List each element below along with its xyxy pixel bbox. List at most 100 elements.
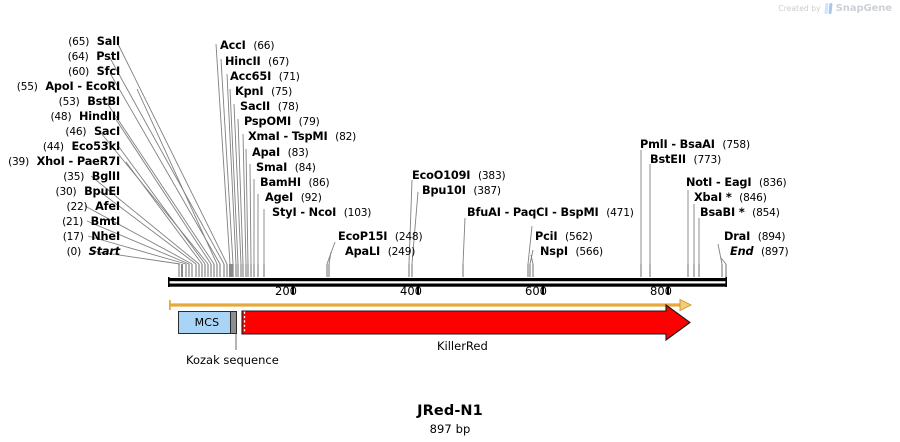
ruler-label-800: 800: [650, 284, 672, 298]
enzyme-label-bglii[interactable]: (35) BglII: [63, 170, 120, 184]
enzyme-label-xmai-tspmi[interactable]: XmaI - TspMI (82): [248, 130, 356, 144]
enzyme-label-kpni[interactable]: KpnI (75): [235, 86, 293, 99]
enzyme-name: XmaI: [248, 130, 280, 143]
enzyme-name-separator: -: [552, 206, 557, 219]
enzyme-label-pmli-bsaai[interactable]: PmlI - BsaAI (758): [640, 138, 750, 152]
enzyme-label-apoi-ecori[interactable]: (55) ApoI - EcoRI: [17, 80, 120, 94]
enzyme-name: SacI: [93, 125, 120, 138]
enzyme-position: (894): [757, 231, 786, 243]
enzyme-label-eco53ki[interactable]: (44) Eco53kI: [43, 141, 120, 154]
enzyme-label-smai[interactable]: SmaI (84): [256, 161, 316, 175]
enzyme-name: PspOMI: [244, 115, 292, 128]
enzyme-label-hindiii[interactable]: (48) HindIII: [50, 111, 120, 124]
enzyme-label-acc65i[interactable]: Acc65I (71): [230, 71, 300, 84]
enzyme-position: (48): [50, 111, 72, 123]
enzyme-name: DraI: [724, 230, 751, 243]
enzyme-label-bmti[interactable]: (21) BmtI: [62, 216, 120, 229]
enzyme-name: ApaI: [252, 146, 281, 159]
enzyme-name: PciI: [535, 230, 558, 243]
enzyme-label-ecop15i[interactable]: EcoP15I (248): [338, 230, 423, 244]
enzyme-label-nspi[interactable]: NspI (566): [540, 246, 603, 259]
enzyme-label-bpu10i[interactable]: Bpu10I (387): [422, 185, 501, 198]
enzyme-star-marker: *: [722, 191, 732, 204]
enzyme-position: (471): [606, 207, 634, 219]
enzyme-name: EcoO109I: [412, 169, 471, 182]
enzyme-name: BpuEI: [84, 185, 120, 198]
enzyme-position: (0): [66, 246, 82, 258]
enzyme-label-start[interactable]: (0) Start: [66, 245, 121, 259]
enzyme-position: (249): [387, 246, 416, 258]
enzyme-position: (66): [253, 40, 275, 52]
enzyme-position: (39): [8, 156, 30, 168]
enzyme-name: BspMI: [560, 206, 599, 219]
enzyme-label-end[interactable]: End (897): [730, 246, 789, 259]
enzyme-name: EcoP15I: [338, 230, 388, 243]
enzyme-name: SalI: [96, 35, 120, 48]
enzyme-label-bfuai-paqci-bspmi[interactable]: BfuAI - PaqCI - BspMI (471): [467, 206, 634, 220]
enzyme-position: (22): [66, 201, 88, 213]
kozak-caption: Kozak sequence: [186, 353, 279, 367]
enzyme-position: (383): [477, 170, 506, 182]
enzyme-position: (67): [268, 56, 290, 68]
enzyme-name: BsaAI: [679, 138, 715, 151]
enzyme-label-styi-ncoi[interactable]: StyI - NcoI (103): [272, 207, 371, 220]
feature-kozak[interactable]: [230, 311, 237, 334]
enzyme-label-pspomi[interactable]: PspOMI (79): [244, 115, 320, 129]
enzyme-name: TspMI: [291, 130, 328, 143]
enzyme-label-bstbi[interactable]: (53) BstBI: [59, 96, 120, 109]
enzyme-name: SacII: [240, 100, 271, 113]
enzyme-position: (21): [62, 216, 84, 228]
enzyme-name: EagI: [724, 176, 752, 189]
enzyme-position: (758): [722, 139, 750, 151]
enzyme-label-apai[interactable]: ApaI (83): [252, 146, 309, 160]
enzyme-label-ecoo109i[interactable]: EcoO109I (383): [412, 169, 506, 183]
enzyme-position: (35): [63, 171, 85, 183]
enzyme-label-hincii[interactable]: HincII (67): [225, 56, 290, 69]
enzyme-name: AgeI: [265, 191, 294, 204]
enzyme-label-sacii[interactable]: SacII (78): [240, 100, 299, 114]
enzyme-label-acci[interactable]: AccI (66): [220, 39, 275, 53]
enzyme-name: AccI: [220, 39, 246, 52]
enzyme-label-bsteii[interactable]: BstEII (773): [650, 153, 721, 167]
enzyme-position: (84): [294, 162, 316, 174]
enzyme-name: ApaLI: [345, 245, 381, 258]
enzyme-label-bpuei[interactable]: (30) BpuEI: [56, 185, 121, 199]
enzyme-position: (75): [271, 86, 293, 98]
enzyme-label-xbai[interactable]: XbaI * (846): [694, 191, 767, 205]
enzyme-name: BglII: [91, 170, 120, 183]
enzyme-position: (83): [287, 147, 309, 159]
enzyme-label-saci[interactable]: (46) SacI: [65, 125, 120, 139]
enzyme-name: PmlI: [640, 138, 668, 151]
enzyme-label-sali[interactable]: (65) SalI: [68, 35, 120, 49]
enzyme-label-nhei[interactable]: (17) NheI: [62, 230, 120, 244]
enzyme-label-psti[interactable]: (64) PstI: [67, 51, 120, 64]
enzyme-label-xhoi-paer7i[interactable]: (39) XhoI - PaeR7I: [8, 155, 120, 169]
enzyme-name: XhoI: [36, 155, 65, 168]
enzyme-name: BstEII: [650, 153, 686, 166]
enzyme-position: (836): [758, 177, 787, 189]
enzyme-label-sfci[interactable]: (60) SfcI: [68, 66, 120, 79]
enzyme-name: NheI: [91, 230, 120, 243]
enzyme-label-bsabi[interactable]: BsaBI * (854): [700, 206, 780, 220]
enzyme-label-noti-eagi[interactable]: NotI - EagI (836): [686, 176, 787, 190]
enzyme-position: (86): [308, 177, 330, 189]
enzyme-label-agei[interactable]: AgeI (92): [265, 191, 322, 205]
enzyme-label-afei[interactable]: (22) AfeI: [66, 201, 121, 214]
enzyme-name: EcoRI: [85, 80, 120, 93]
enzyme-name: Start: [88, 245, 121, 258]
enzyme-name: BsaBI: [700, 206, 736, 219]
enzyme-name-separator: -: [504, 206, 510, 219]
enzyme-label-drai[interactable]: DraI (894): [724, 230, 786, 244]
enzyme-position: (897): [760, 246, 789, 258]
feature-mcs[interactable]: MCS: [178, 311, 236, 334]
enzyme-label-bamhi[interactable]: BamHI (86): [260, 177, 330, 190]
enzyme-label-pcii[interactable]: PciI (562): [535, 230, 593, 244]
enzyme-position: (71): [278, 71, 300, 83]
killerred-caption: KillerRed: [437, 339, 488, 353]
enzyme-position: (17): [62, 231, 84, 243]
watermark-brand-label: SnapGene: [835, 3, 892, 14]
enzyme-name: ApoI: [45, 80, 74, 93]
enzyme-name: SmaI: [256, 161, 288, 174]
enzyme-position: (64): [67, 51, 89, 63]
enzyme-label-apali[interactable]: ApaLI (249): [345, 245, 416, 259]
